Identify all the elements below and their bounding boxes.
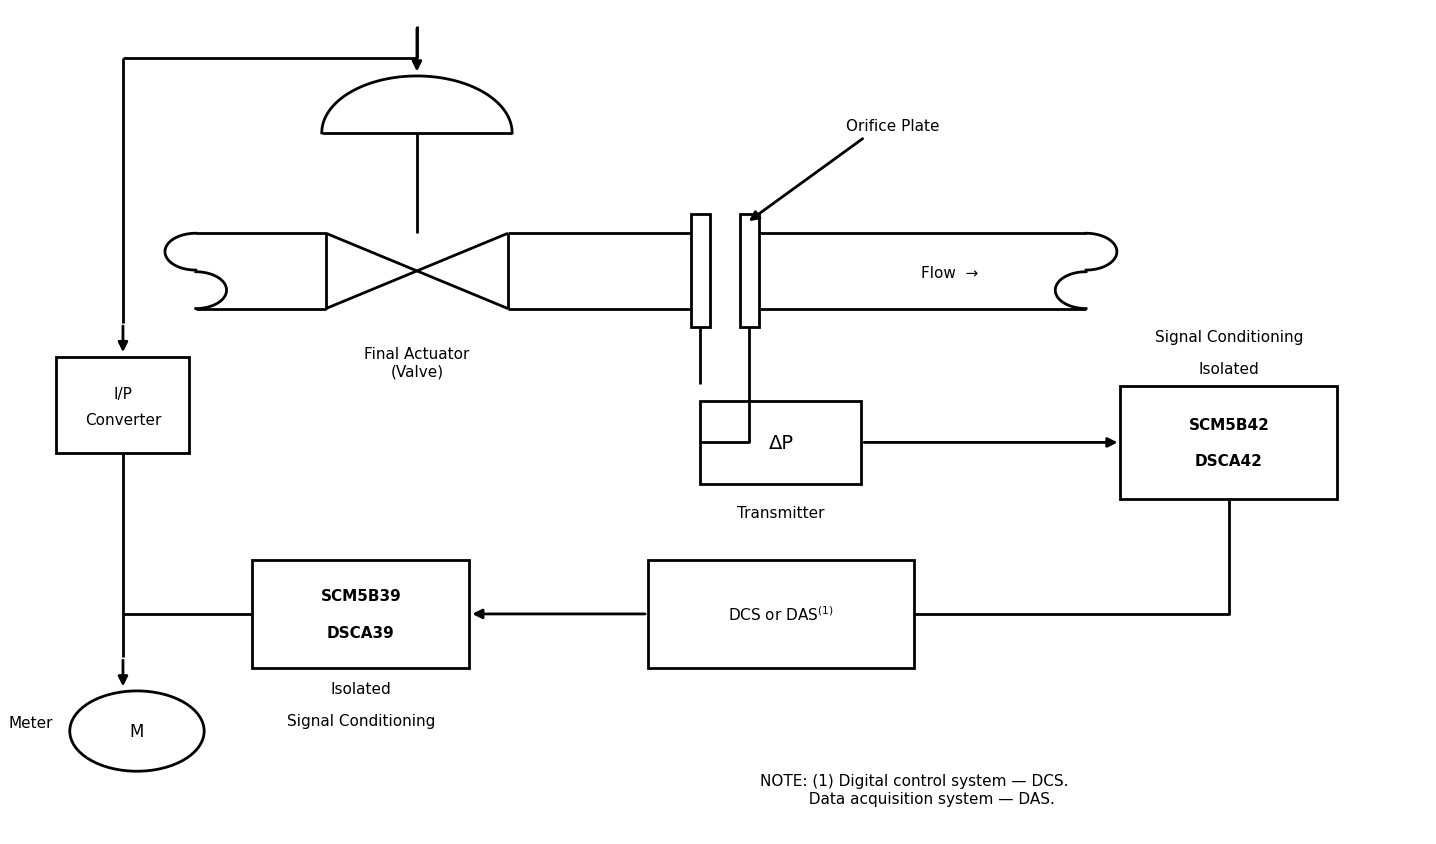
Text: Signal Conditioning: Signal Conditioning	[1155, 330, 1302, 344]
Bar	[701, 401, 862, 484]
Text: Converter: Converter	[85, 413, 161, 428]
Text: SCM5B42: SCM5B42	[1189, 417, 1269, 432]
Text: Isolated: Isolated	[330, 681, 392, 696]
Bar	[1120, 387, 1337, 500]
Bar	[691, 215, 709, 328]
Text: M: M	[129, 722, 144, 740]
Text: Signal Conditioning: Signal Conditioning	[287, 713, 435, 728]
Bar	[56, 357, 190, 453]
Text: Transmitter: Transmitter	[737, 506, 824, 521]
Text: DSCA42: DSCA42	[1195, 454, 1262, 468]
Text: DSCA39: DSCA39	[327, 625, 395, 640]
Text: DCS or DAS$^{(1)}$: DCS or DAS$^{(1)}$	[728, 605, 834, 624]
Text: Flow  →: Flow →	[920, 266, 978, 281]
Text: Orifice Plate: Orifice Plate	[846, 119, 939, 133]
Text: I/P: I/P	[113, 387, 132, 402]
Text: NOTE: (1) Digital control system — DCS.
          Data acquisition system — DAS.: NOTE: (1) Digital control system — DCS. …	[760, 773, 1068, 806]
Text: Final Actuator
(Valve): Final Actuator (Valve)	[365, 347, 470, 379]
Text: Meter: Meter	[9, 716, 53, 730]
Text: ΔP: ΔP	[768, 434, 794, 452]
Text: Isolated: Isolated	[1199, 361, 1259, 376]
Bar	[648, 560, 913, 668]
Bar	[253, 560, 470, 668]
Text: SCM5B39: SCM5B39	[320, 588, 401, 603]
Bar	[741, 215, 758, 328]
